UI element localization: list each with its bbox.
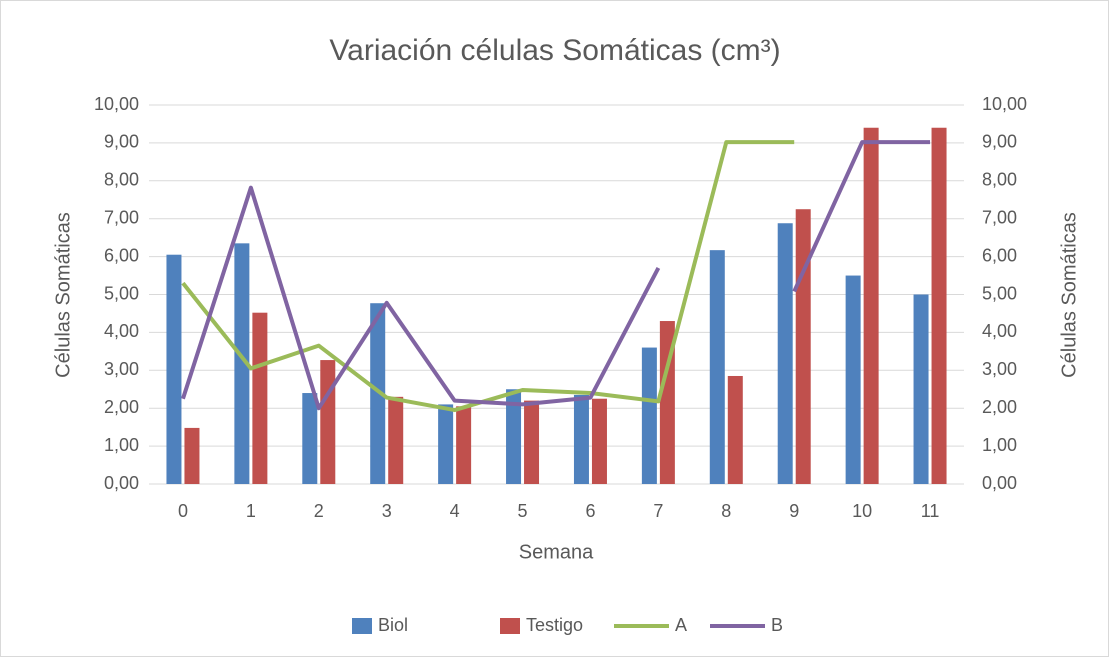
x-axis-label: Semana [519, 541, 594, 563]
legend-swatch [352, 618, 372, 634]
x-tick-label: 4 [450, 501, 460, 521]
x-tick-label: 2 [314, 501, 324, 521]
legend-label: Biol [378, 615, 408, 635]
y-tick-label: 9,00 [104, 132, 139, 152]
y2-tick-label: 9,00 [982, 132, 1017, 152]
bar [727, 375, 743, 484]
x-tick-label: 9 [789, 501, 799, 521]
bar [506, 389, 522, 484]
bar [370, 303, 386, 484]
y-tick-label: 5,00 [104, 283, 139, 303]
y2-tick-label: 0,00 [982, 473, 1017, 493]
y-tick-label: 3,00 [104, 359, 139, 379]
y2-tick-label: 3,00 [982, 359, 1017, 379]
bar [795, 209, 811, 484]
y-tick-label: 8,00 [104, 170, 139, 190]
y-tick-label: 7,00 [104, 207, 139, 227]
bar [777, 223, 793, 485]
y-tick-label: 10,00 [94, 94, 139, 114]
bar [863, 127, 879, 485]
y2-axis-label: Células Somáticas [1058, 212, 1080, 378]
x-tick-label: 11 [921, 501, 940, 521]
bar [524, 400, 540, 484]
y-tick-label: 6,00 [104, 245, 139, 265]
bar [709, 250, 725, 484]
x-tick-label: 1 [246, 501, 256, 521]
legend-swatch [500, 618, 520, 634]
y2-tick-label: 7,00 [982, 207, 1017, 227]
bar [456, 406, 472, 484]
bar [591, 398, 607, 484]
x-tick-label: 3 [382, 501, 392, 521]
legend-label: Testigo [526, 615, 583, 635]
bar [931, 127, 947, 485]
legend-label: B [771, 615, 783, 635]
line-series [181, 140, 931, 411]
y2-tick-label: 6,00 [982, 245, 1017, 265]
legend-label: A [675, 615, 687, 635]
y2-tick-label: 5,00 [982, 283, 1017, 303]
bar [252, 312, 268, 484]
y-tick-label: 2,00 [104, 397, 139, 417]
bar [302, 393, 318, 484]
x-tick-label: 0 [178, 501, 188, 521]
x-tick-label: 5 [518, 501, 528, 521]
y-tick-label: 1,00 [104, 435, 139, 455]
line-series [181, 140, 795, 413]
x-tick-label: 8 [721, 501, 731, 521]
bar [234, 243, 250, 484]
bar [845, 275, 861, 484]
y2-tick-label: 2,00 [982, 397, 1017, 417]
bar [438, 404, 454, 484]
chart-title: Variación células Somáticas (cm³) [329, 34, 780, 67]
x-tick-label: 10 [852, 501, 872, 521]
y2-tick-label: 10,00 [982, 94, 1027, 114]
y-tick-label: 4,00 [104, 321, 139, 341]
bar [184, 427, 200, 484]
y2-tick-label: 1,00 [982, 435, 1017, 455]
y-tick-label: 0,00 [104, 473, 139, 493]
x-tick-label: 6 [585, 501, 595, 521]
bar [641, 347, 657, 484]
bar [166, 254, 182, 484]
x-tick-label: 7 [653, 501, 663, 521]
bar [320, 360, 336, 484]
bar [388, 396, 404, 484]
bar [659, 321, 675, 484]
y-axis-label: Células Somáticas [52, 212, 74, 378]
bar [913, 294, 929, 484]
y2-tick-label: 4,00 [982, 321, 1017, 341]
bar [573, 394, 589, 484]
y2-tick-label: 8,00 [982, 170, 1017, 190]
